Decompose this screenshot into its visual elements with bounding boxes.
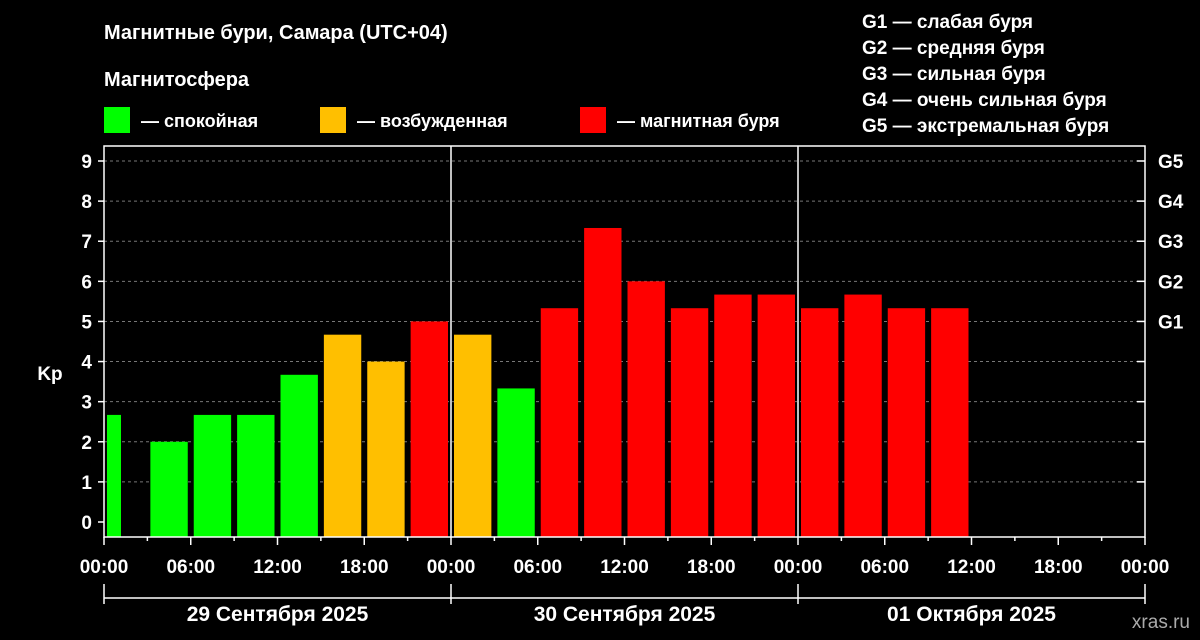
kp-bar xyxy=(150,441,188,537)
x-tick-label: 00:00 xyxy=(427,557,476,578)
kp-bar xyxy=(801,308,839,537)
y-tick-label: 4 xyxy=(81,353,92,374)
g-scale-g3: G3 — сильная буря xyxy=(862,64,1046,85)
g-level-label: G1 xyxy=(1158,312,1184,333)
g-scale-g5: G5 — экстремальная буря xyxy=(862,116,1109,137)
x-tick-label: 12:00 xyxy=(600,557,649,578)
y-tick-label: 1 xyxy=(81,473,92,494)
kp-bar xyxy=(410,321,448,537)
g-level-label: G2 xyxy=(1158,272,1183,293)
kp-bar xyxy=(757,294,795,537)
g-scale-g2: G2 — средняя буря xyxy=(862,38,1045,59)
x-tick-label: 18:00 xyxy=(687,557,736,578)
kp-bar xyxy=(584,227,622,538)
date-label: 01 Октября 2025 xyxy=(887,603,1056,626)
g-scale-g1: G1 — слабая буря xyxy=(862,12,1033,33)
kp-bar xyxy=(540,308,579,537)
kp-bar xyxy=(367,361,405,537)
date-label: 30 Сентября 2025 xyxy=(534,603,716,626)
y-tick-label: 5 xyxy=(81,312,92,333)
kp-bar xyxy=(714,294,752,537)
legend-label-active: — возбужденная xyxy=(357,111,508,131)
kp-bar xyxy=(323,334,362,537)
kp-bar xyxy=(107,414,121,537)
g-level-label: G4 xyxy=(1158,192,1184,213)
x-tick-label: 00:00 xyxy=(1121,557,1170,578)
x-tick-label: 06:00 xyxy=(860,557,909,578)
kp-bar xyxy=(627,281,665,537)
legend-swatch-quiet xyxy=(104,107,130,133)
y-tick-label: 8 xyxy=(81,192,92,213)
watermark: xras.ru xyxy=(1132,612,1190,633)
g-level-label: G3 xyxy=(1158,232,1183,253)
date-label: 29 Сентября 2025 xyxy=(187,603,369,626)
kp-bar xyxy=(844,294,882,537)
x-tick-label: 00:00 xyxy=(774,557,823,578)
x-tick-label: 18:00 xyxy=(340,557,389,578)
kp-bar xyxy=(193,414,232,537)
legend-swatch-active xyxy=(320,107,346,133)
y-tick-label: 0 xyxy=(81,513,92,534)
kp-bar xyxy=(237,414,275,537)
y-tick-label: 3 xyxy=(81,393,92,414)
x-tick-label: 06:00 xyxy=(513,557,562,578)
kp-bar xyxy=(280,374,318,537)
y-tick-label: 9 xyxy=(81,152,92,173)
x-tick-label: 06:00 xyxy=(166,557,215,578)
legend-label-quiet: — спокойная xyxy=(141,111,258,131)
kp-bar xyxy=(931,308,969,537)
y-tick-label: 7 xyxy=(81,232,92,253)
kp-bar xyxy=(887,308,926,537)
chart-title: Магнитные бури, Самара (UTC+04) xyxy=(104,22,448,44)
kp-bar xyxy=(497,388,535,537)
y-tick-label: 2 xyxy=(81,433,92,454)
legend-label-storm: — магнитная буря xyxy=(617,111,780,131)
legend-swatch-storm xyxy=(580,107,606,133)
x-tick-label: 18:00 xyxy=(1034,557,1083,578)
legend-heading: Магнитосфера xyxy=(104,69,250,91)
y-tick-label: 6 xyxy=(81,272,92,293)
x-tick-label: 12:00 xyxy=(253,557,302,578)
kp-bar xyxy=(454,334,492,537)
x-tick-label: 12:00 xyxy=(947,557,996,578)
y-axis-label: Kp xyxy=(37,364,62,385)
plot-area: 0 1 2 3 4 5 6 7 8 9 G1 G2 G3 G4 G5 00:00 06:00 12:00 18:00… xyxy=(80,145,1184,626)
x-tick-label: 00:00 xyxy=(80,557,129,578)
kp-bar xyxy=(670,308,709,537)
g-level-label: G5 xyxy=(1158,152,1184,173)
g-scale-g4: G4 — очень сильная буря xyxy=(862,90,1107,111)
